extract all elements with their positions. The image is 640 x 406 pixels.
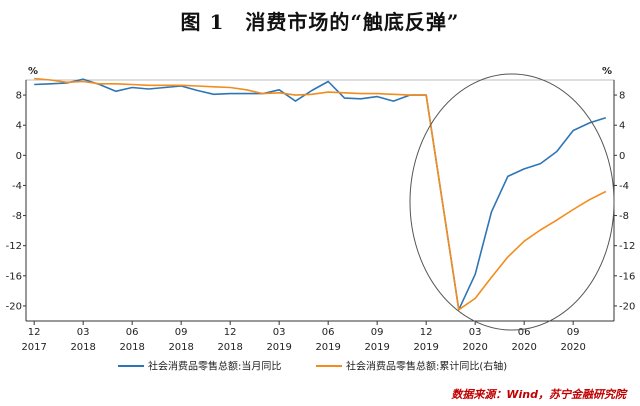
y-tick-label-left: -8 — [12, 211, 22, 222]
x-tick-month-label: 06 — [322, 327, 335, 338]
x-tick-year-label: 2020 — [511, 342, 536, 353]
y-unit-left: % — [28, 66, 38, 77]
y-tick-label-right: 0 — [619, 151, 625, 162]
y-tick-label-right: 8 — [619, 91, 625, 102]
highlight-ellipse — [409, 73, 615, 331]
x-tick-year-label: 2017 — [21, 342, 46, 353]
y-tick-label-left: -12 — [6, 241, 22, 252]
y-tick-label-left: -20 — [6, 301, 22, 312]
x-tick-month-label: 06 — [126, 327, 139, 338]
plot-area — [25, 79, 615, 322]
legend-label: 社会消费品零售总额:累计同比(右轴) — [346, 360, 507, 373]
x-tick-year-label: 2018 — [70, 342, 95, 353]
series-line-monthly-yoy — [34, 78, 607, 311]
x-tick-year-label: 2019 — [364, 342, 389, 353]
y-tick-label-right: -8 — [619, 211, 629, 222]
x-tick-year-label: 2020 — [462, 342, 487, 353]
x-tick-month-label: 09 — [175, 327, 188, 338]
source-note: 数据来源：Wind，苏宁金融研究院 — [451, 388, 626, 401]
x-tick-month-label: 09 — [371, 327, 384, 338]
y-tick-label-right: -12 — [619, 241, 635, 252]
x-tick-month-label: 09 — [567, 327, 580, 338]
x-tick-month-label: 03 — [77, 327, 90, 338]
x-tick-year-label: 2020 — [560, 342, 585, 353]
x-tick-year-label: 2018 — [217, 342, 242, 353]
y-tick-label-left: 4 — [16, 121, 22, 132]
x-tick-year-label: 2019 — [315, 342, 340, 353]
x-tick-month-label: 03 — [469, 327, 482, 338]
y-tick-label-left: 8 — [16, 91, 22, 102]
y-tick-label-left: -4 — [12, 181, 22, 192]
x-tick-year-label: 2018 — [168, 342, 193, 353]
y-tick-label-right: -20 — [619, 301, 635, 312]
x-tick-month-label: 12 — [28, 327, 41, 338]
x-tick-year-label: 2019 — [413, 342, 438, 353]
y-tick-label-right: -4 — [619, 181, 629, 192]
y-unit-right: % — [602, 66, 612, 77]
x-tick-month-label: 03 — [273, 327, 286, 338]
y-tick-label-right: 4 — [619, 121, 625, 132]
y-tick-label-left: 0 — [16, 151, 22, 162]
y-tick-label-right: -16 — [619, 271, 635, 282]
x-tick-year-label: 2019 — [266, 342, 291, 353]
x-tick-month-label: 12 — [224, 327, 237, 338]
x-tick-year-label: 2018 — [119, 342, 144, 353]
chart-title: 图 1 消费市场的“触底反弹” — [180, 10, 460, 34]
x-tick-month-label: 12 — [420, 327, 433, 338]
series-line-cumulative-yoy — [34, 77, 607, 311]
legend-label: 社会消费品零售总额:当月同比 — [148, 360, 281, 373]
x-tick-month-label: 06 — [518, 327, 531, 338]
y-tick-label-left: -16 — [6, 271, 22, 282]
